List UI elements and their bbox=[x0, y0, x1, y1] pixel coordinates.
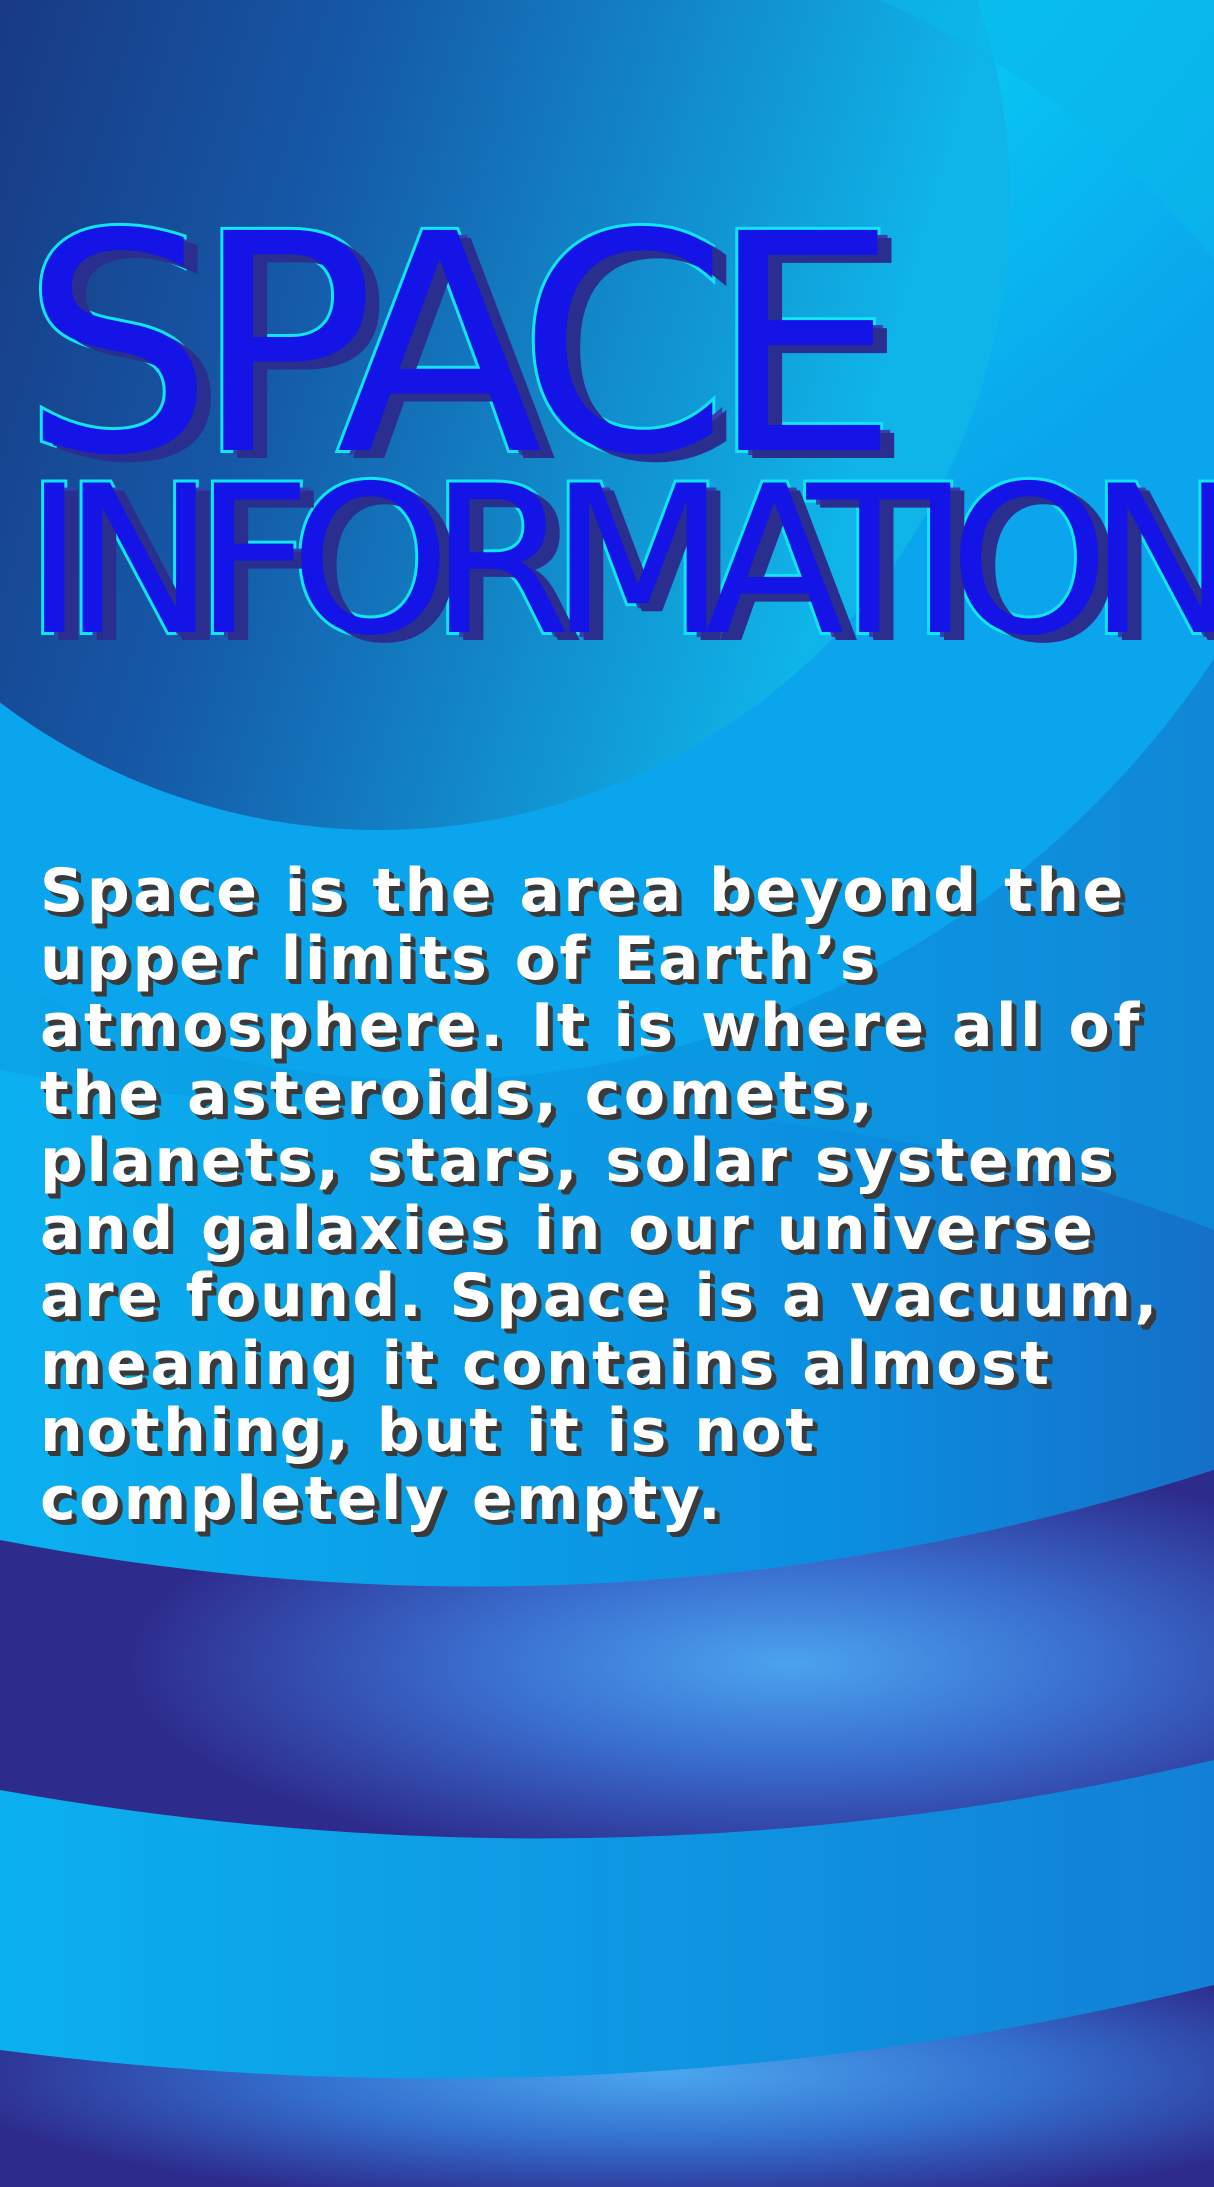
title-space: SPACE bbox=[19, 171, 902, 522]
title-information: INFORMATION bbox=[21, 443, 1214, 681]
body-paragraph: Space is the area beyond the upper limit… bbox=[40, 856, 1161, 1534]
